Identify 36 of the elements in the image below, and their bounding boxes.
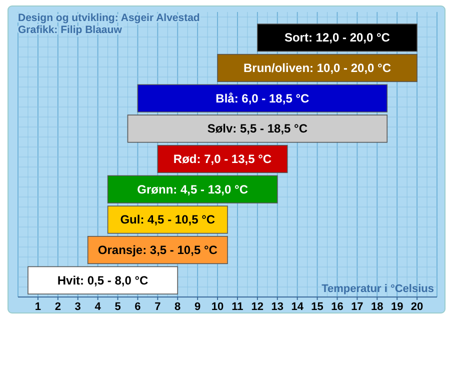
y-tick-label: Oransje: 3,5 - 10,5 °C — [98, 243, 218, 258]
y-tick-label: Rød: 7,0 - 13,5 °C — [173, 152, 272, 166]
x-tick-label: 1 — [34, 301, 42, 313]
x-tick-label: 4 — [94, 301, 102, 313]
x-tick-label: 9 — [194, 301, 201, 313]
y-tick-label: Grønn: 4,5 - 13,0 °C — [137, 182, 248, 196]
x-tick-label: 2 — [54, 301, 61, 313]
x-tick-label: 20 — [410, 301, 424, 313]
y-tick-label: Gul: 4,5 - 10,5 °C — [120, 212, 216, 227]
annotation: Design og utvikling: Asgeir Alvestad — [18, 12, 200, 24]
y-tick-label: Blå: 6,0 - 18,5 °C — [216, 91, 310, 106]
bar — [137, 84, 388, 112]
bar — [28, 266, 178, 294]
x-tick-label: 10 — [211, 301, 224, 313]
x-tick-label: 8 — [174, 301, 181, 313]
x-tick-label: 17 — [351, 301, 364, 313]
x-tick-label: 3 — [74, 301, 81, 313]
x-tick-label: 7 — [154, 301, 161, 313]
y-tick-label: Hvit: 0,5 - 8,0 °C — [57, 273, 149, 288]
x-tick-label: 12 — [251, 301, 264, 313]
x-tick-label: 13 — [271, 301, 284, 313]
bar — [257, 24, 418, 52]
x-tick-label: 14 — [291, 301, 304, 313]
x-tick-label: 15 — [311, 301, 324, 313]
bar — [107, 175, 278, 204]
y-tick-label: Sølv: 5,5 - 18,5 °C — [207, 122, 308, 136]
x-axis-title: Temperatur i °Celsius — [322, 283, 434, 295]
x-tick-label: 16 — [331, 301, 344, 313]
x-tick-label: 19 — [390, 301, 404, 313]
x-tick-label: 5 — [114, 301, 121, 313]
bar — [127, 114, 388, 143]
x-tick-label: 6 — [134, 301, 141, 313]
x-tick-label: 18 — [371, 301, 384, 313]
x-tick-label: 11 — [232, 301, 244, 313]
y-tick-label: Brun/oliven: 10,0 - 20,0 °C — [244, 60, 392, 75]
y-tick-label: Sort: 12,0 - 20,0 °C — [284, 30, 390, 45]
